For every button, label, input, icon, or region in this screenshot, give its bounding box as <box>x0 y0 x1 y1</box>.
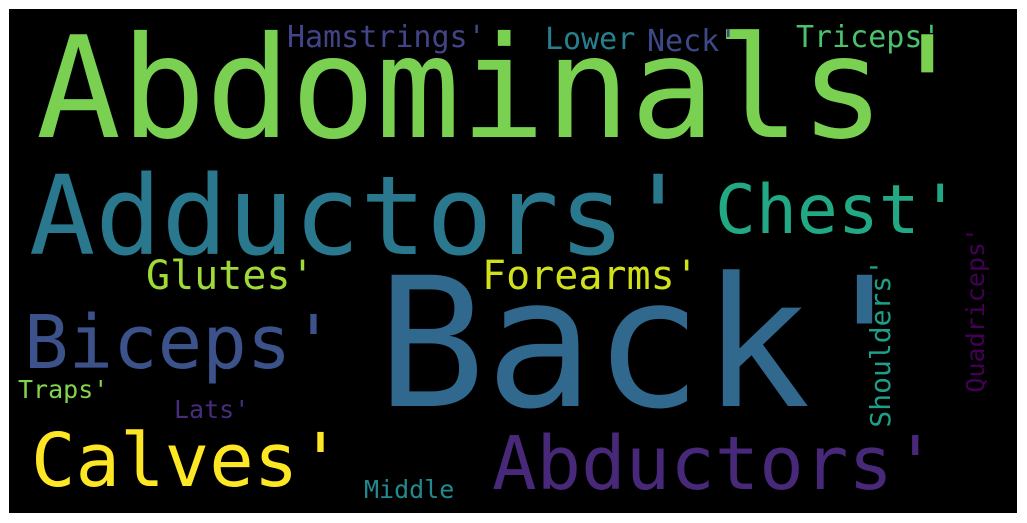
word-lower: Lower <box>545 22 636 57</box>
word-forearms: Forearms' <box>482 253 699 299</box>
word-quadriceps: Quadriceps' <box>961 227 990 393</box>
word-biceps: Biceps' <box>24 300 336 386</box>
word-back: Back' <box>377 240 919 449</box>
word-neck: Neck' <box>647 24 738 59</box>
word-abductors: Abductors' <box>492 421 938 507</box>
word-triceps: Triceps' <box>796 20 941 55</box>
word-middle: Middle <box>364 475 455 504</box>
word-chest: Chest' <box>715 171 961 250</box>
word-adductors: Adductors' <box>29 152 692 280</box>
word-cloud: Abdominals' Adductors' Chest' Back' Bice… <box>9 9 1017 513</box>
word-glutes: Glutes' <box>146 253 315 299</box>
word-lats: Lats' <box>174 395 250 424</box>
word-shoulders: Shoulders' <box>864 259 897 428</box>
word-abdominals: Abdominals' <box>36 9 970 171</box>
word-hamstrings: Hamstrings' <box>287 20 486 55</box>
word-traps: Traps' <box>18 375 109 404</box>
word-calves: Calves' <box>31 418 343 504</box>
